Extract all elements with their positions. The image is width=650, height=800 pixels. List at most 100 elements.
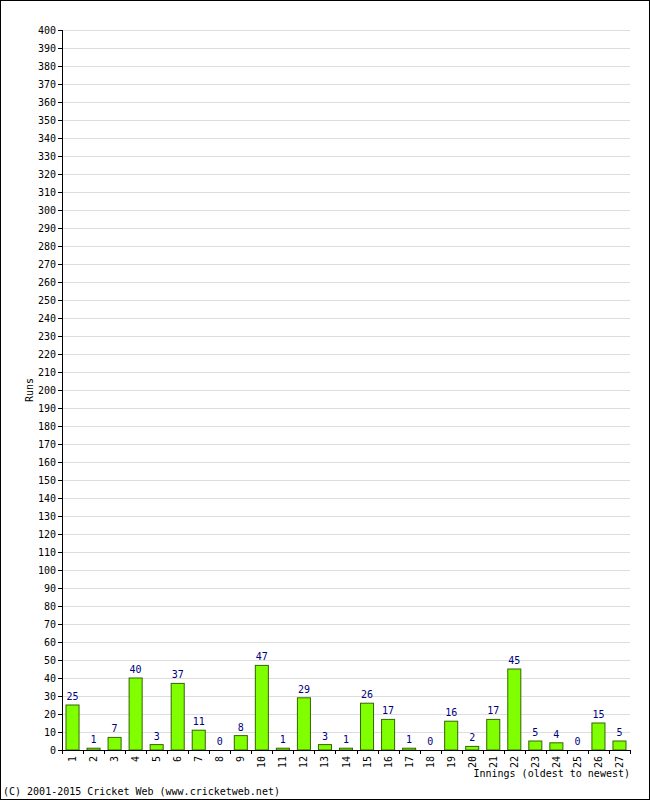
bar (424, 750, 437, 751)
data-label: 17 (382, 705, 394, 716)
y-tick-label: 370 (38, 79, 56, 90)
data-label: 3 (322, 731, 328, 742)
x-tick-label: 15 (362, 756, 373, 768)
bar (508, 669, 521, 750)
grid-line (62, 84, 630, 85)
grid-line (62, 534, 630, 535)
y-tick (58, 480, 62, 481)
y-tick (58, 264, 62, 265)
x-tick (209, 750, 210, 754)
x-tick (167, 750, 168, 754)
grid-line (62, 588, 630, 589)
y-tick-label: 350 (38, 115, 56, 126)
data-label: 17 (487, 705, 499, 716)
bar (255, 665, 268, 750)
grid-line (62, 264, 630, 265)
x-tick (357, 750, 358, 754)
y-tick (58, 696, 62, 697)
chart: 0102030405060708090100110120130140150160… (0, 0, 650, 800)
data-label: 26 (361, 689, 373, 700)
y-tick-label: 20 (44, 709, 56, 720)
y-tick-label: 230 (38, 331, 56, 342)
grid-line (62, 642, 630, 643)
x-tick (83, 750, 84, 754)
data-label: 5 (532, 727, 538, 738)
grid-line (62, 318, 630, 319)
y-tick (58, 678, 62, 679)
y-tick (58, 516, 62, 517)
y-tick (58, 498, 62, 499)
data-label: 11 (193, 716, 205, 727)
data-label: 1 (406, 734, 412, 745)
y-tick-label: 280 (38, 241, 56, 252)
bar (276, 748, 289, 750)
bar (382, 719, 395, 750)
data-label: 7 (112, 723, 118, 734)
y-tick (58, 714, 62, 715)
x-tick-label: 11 (277, 756, 288, 768)
frame (1, 1, 650, 800)
bar (339, 748, 352, 750)
y-tick-label: 80 (44, 601, 56, 612)
bar (66, 705, 79, 750)
bar (234, 736, 247, 750)
y-tick (58, 660, 62, 661)
x-tick (146, 750, 147, 754)
y-tick (58, 552, 62, 553)
data-label: 37 (172, 669, 184, 680)
x-tick-label: 9 (235, 756, 246, 762)
y-tick-label: 130 (38, 511, 56, 522)
x-tick (314, 750, 315, 754)
y-tick-label: 240 (38, 313, 56, 324)
grid-line (62, 426, 630, 427)
x-tick (230, 750, 231, 754)
y-tick (58, 192, 62, 193)
y-tick-label: 100 (38, 565, 56, 576)
x-axis-title: Innings (oldest to newest) (473, 768, 630, 779)
x-tick (588, 750, 589, 754)
y-tick (58, 534, 62, 535)
y-tick (58, 120, 62, 121)
y-tick-label: 220 (38, 349, 56, 360)
grid-line (62, 390, 630, 391)
bars (66, 665, 626, 750)
y-tick-label: 210 (38, 367, 56, 378)
x-tick (546, 750, 547, 754)
x-tick-label: 22 (509, 756, 520, 768)
y-tick-label: 160 (38, 457, 56, 468)
grid-line (62, 246, 630, 247)
grid-line (62, 300, 630, 301)
y-tick-label: 150 (38, 475, 56, 486)
data-label: 45 (508, 655, 520, 666)
y-tick (58, 282, 62, 283)
y-tick (58, 408, 62, 409)
y-tick (58, 102, 62, 103)
data-label: 1 (91, 734, 97, 745)
y-tick (58, 750, 62, 751)
bar (487, 719, 500, 750)
x-tick (630, 750, 631, 754)
data-label: 0 (427, 736, 433, 747)
y-tick-label: 70 (44, 619, 56, 630)
y-tick-label: 110 (38, 547, 56, 558)
x-tick-label: 26 (593, 756, 604, 768)
y-tick-label: 260 (38, 277, 56, 288)
grid-line (62, 714, 630, 715)
x-tick-label: 19 (446, 756, 457, 768)
y-tick-label: 340 (38, 133, 56, 144)
grid-line (62, 102, 630, 103)
grid-line (62, 696, 630, 697)
y-tick-label: 30 (44, 691, 56, 702)
bar (403, 748, 416, 750)
x-tick-label: 6 (172, 756, 183, 762)
y-tick (58, 66, 62, 67)
y-tick-label: 10 (44, 727, 56, 738)
x-tick-label: 23 (530, 756, 541, 768)
x-tick (462, 750, 463, 754)
y-tick (58, 318, 62, 319)
y-tick-label: 310 (38, 187, 56, 198)
bar (108, 737, 121, 750)
x-tick-label: 8 (214, 756, 225, 762)
y-tick (58, 426, 62, 427)
data-label: 16 (445, 707, 457, 718)
